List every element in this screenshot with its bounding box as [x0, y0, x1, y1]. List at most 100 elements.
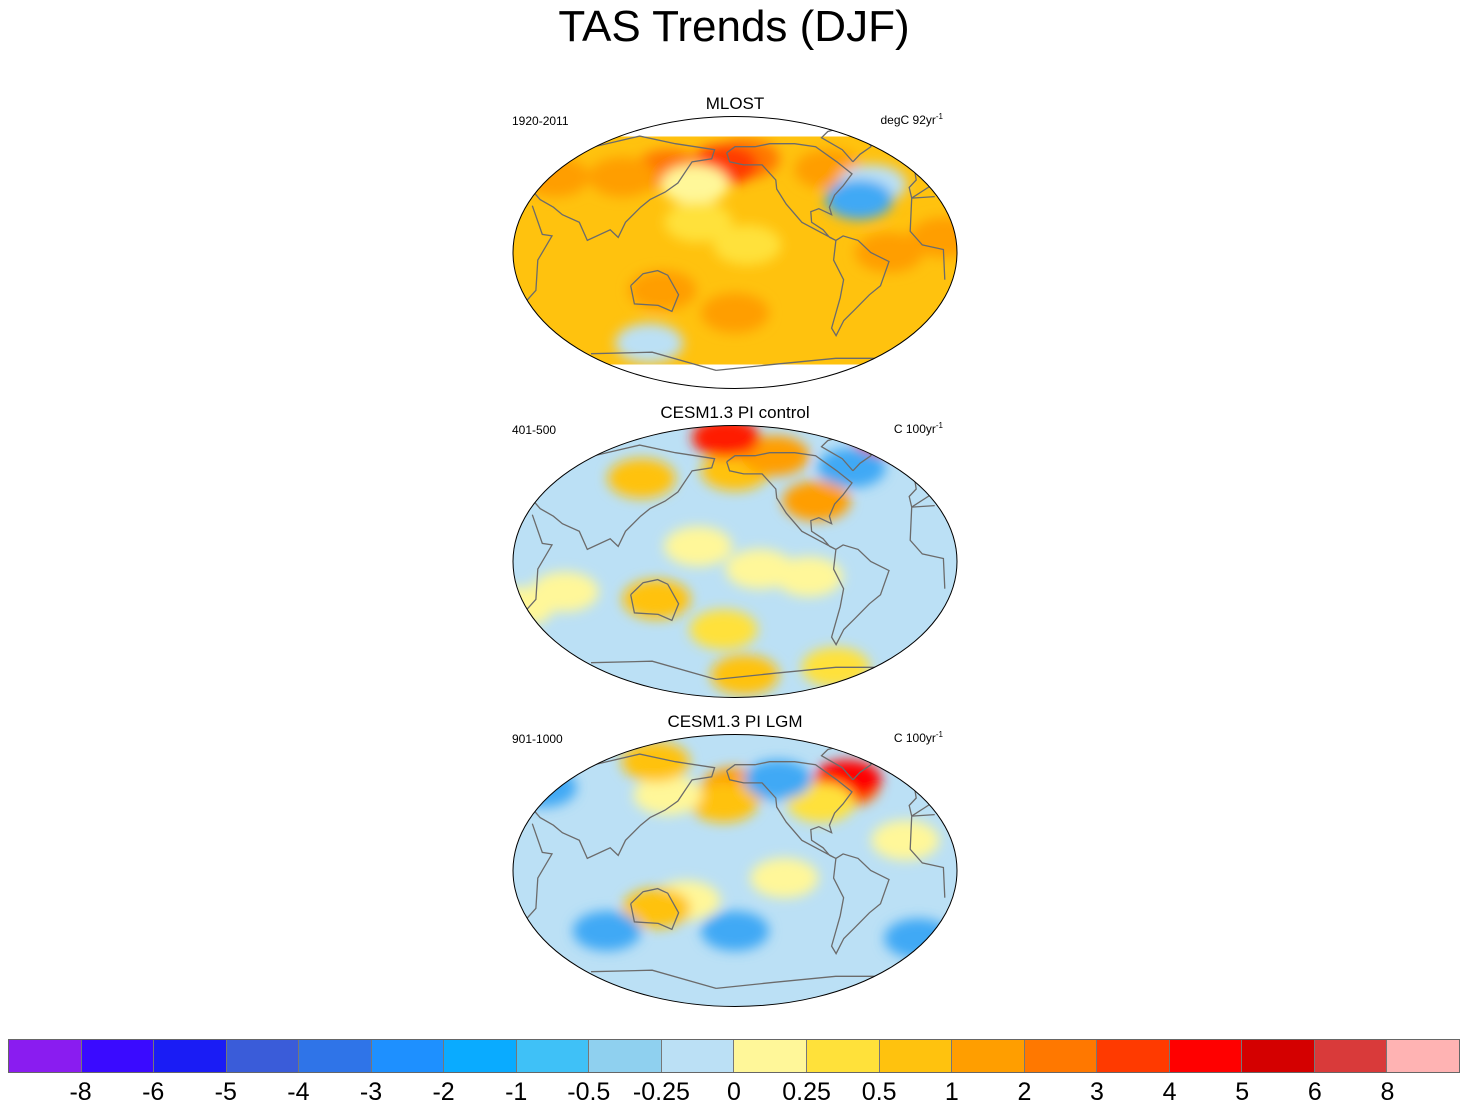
- colorbar: [8, 1039, 1460, 1073]
- trend-anomaly-patch: [743, 759, 812, 800]
- panel-title: MLOST: [705, 94, 765, 113]
- trend-anomaly-patch: [664, 202, 733, 243]
- coastline: [830, 235, 890, 337]
- trend-anomaly-patch: [689, 609, 758, 650]
- trend-anomaly-patch: [607, 458, 676, 499]
- trend-anomaly-patch: [622, 579, 691, 620]
- colorbar-tick-label: -1: [505, 1078, 528, 1106]
- map-boundary: [512, 116, 958, 389]
- coastline: [521, 504, 946, 615]
- panel-period-label: 401-500: [512, 423, 557, 437]
- map-background-field: [513, 734, 957, 1007]
- colorbar-swatch: [1242, 1040, 1315, 1072]
- map-panel-cesm-pi-control: CESM1.3 PI control 401-500 C 100yr-1: [505, 403, 965, 703]
- coastline: [830, 544, 890, 646]
- trend-anomaly-patch: [689, 782, 758, 823]
- panel-units-label: C 100yr-1: [893, 421, 943, 436]
- colorbar-tick-label: 8: [1380, 1078, 1395, 1106]
- colorbar-swatch: [81, 1040, 155, 1072]
- colorbar-swatch: [1169, 1040, 1243, 1072]
- trend-anomaly-patch: [664, 526, 733, 567]
- colorbar-tick-label: -3: [359, 1078, 383, 1106]
- colorbar-tick-label: -0.5: [567, 1078, 611, 1106]
- coastline: [726, 143, 853, 241]
- trend-anomaly-patch: [750, 858, 819, 899]
- figure-title: TAS Trends (DJF): [558, 2, 910, 51]
- trend-anomaly-patch: [633, 774, 702, 815]
- colorbar-swatch: [299, 1040, 372, 1072]
- colorbar-tick-label: -2: [432, 1078, 455, 1106]
- trend-anomaly-patch: [513, 767, 577, 808]
- colorbar-tick-label: -0.25: [632, 1078, 690, 1106]
- trend-anomaly-patch: [782, 481, 851, 522]
- colorbar-swatch: [1024, 1040, 1098, 1072]
- colorbar-swatch: [952, 1040, 1025, 1072]
- colorbar-swatch: [226, 1040, 300, 1072]
- colorbar-swatch: [807, 1040, 880, 1072]
- panel-title: CESM1.3 PI control: [660, 403, 810, 422]
- trend-anomaly-patch: [621, 741, 690, 782]
- map-panel-cesm-pi-lgm: CESM1.3 PI LGM 901-1000 C 100yr-1: [505, 712, 965, 1012]
- colorbar-swatch: [879, 1040, 953, 1072]
- colorbar-swatch: [1387, 1040, 1459, 1072]
- trend-anomaly-patch: [628, 270, 697, 311]
- colorbar-tick-label: 0: [727, 1078, 741, 1106]
- colorbar-swatch: [1314, 1040, 1388, 1072]
- trend-anomaly-patch: [855, 232, 924, 273]
- trend-anomaly-patch: [530, 571, 599, 612]
- colorbar-tick-label: 2: [1017, 1078, 1032, 1106]
- trend-anomaly-patch: [660, 164, 729, 205]
- coastline: [630, 578, 680, 622]
- panel-period-label: 1920-2011: [512, 114, 569, 128]
- trend-anomaly-patch: [774, 556, 843, 597]
- colorbar-tick-label: 1: [944, 1078, 959, 1106]
- coastline: [521, 813, 946, 924]
- trend-anomaly-patch: [521, 156, 590, 197]
- colorbar-tick-label: 6: [1307, 1078, 1322, 1106]
- trend-anomaly-patch: [622, 888, 691, 929]
- map-cesm-pi-lgm: [512, 734, 958, 1007]
- trend-anomaly-patch: [572, 910, 641, 951]
- trend-anomaly-patch: [852, 425, 921, 455]
- coastline: [630, 269, 680, 313]
- colorbar-tick-label: -5: [214, 1078, 237, 1106]
- colorbar-swatch: [9, 1040, 82, 1072]
- panel-title: CESM1.3 PI LGM: [667, 712, 803, 731]
- colorbar-swatch: [444, 1040, 517, 1072]
- trend-anomaly-patch: [710, 654, 779, 695]
- colorbar-swatch: [516, 1040, 590, 1072]
- coastline: [590, 969, 897, 990]
- trend-anomaly-patch: [909, 217, 957, 258]
- map-cesm-pi-control: [512, 425, 958, 698]
- trend-anomaly-patch: [884, 918, 953, 959]
- map-panel-mlost: MLOST 1920-2011 degC 92yr-1: [505, 94, 965, 394]
- colorbar-tick-label: -6: [142, 1078, 165, 1106]
- colorbar-tick-label: 5: [1235, 1078, 1250, 1106]
- coastline: [590, 351, 897, 372]
- colorbar-tick-label: 3: [1090, 1078, 1104, 1106]
- map-boundary: [512, 734, 958, 1007]
- trend-anomaly-patch: [588, 156, 657, 197]
- coastline: [726, 452, 853, 550]
- map-boundary: [512, 425, 958, 698]
- colorbar-tick-label: 0.25: [782, 1078, 831, 1106]
- colorbar-tick-label: -8: [69, 1078, 92, 1106]
- colorbar-tick-label: 4: [1162, 1078, 1177, 1106]
- colorbar-tick-label: 0.5: [861, 1078, 897, 1106]
- colorbar-tick-label: -4: [287, 1078, 310, 1106]
- trend-anomaly-patch: [713, 224, 782, 265]
- colorbar-swatch: [661, 1040, 735, 1072]
- panel-period-label: 901-1000: [512, 732, 563, 746]
- missing-data-arctic: [513, 116, 957, 137]
- coastline: [521, 195, 946, 306]
- trend-anomaly-patch: [701, 910, 769, 951]
- colorbar-swatch: [154, 1040, 227, 1072]
- coastline: [630, 887, 680, 931]
- coastline: [830, 853, 890, 955]
- trend-anomaly-patch: [701, 292, 769, 333]
- trend-anomaly-patch: [615, 323, 684, 364]
- trend-anomaly-patch: [741, 435, 810, 476]
- trend-anomaly-patch: [691, 425, 760, 458]
- colorbar-labels: -8 -6 -5 -4 -3 -2 -1 -0.5 -0.25 0 0.25 0.5 1 2 3 4 5 6 8: [0, 1077, 1468, 1111]
- colorbar-swatch: [589, 1040, 662, 1072]
